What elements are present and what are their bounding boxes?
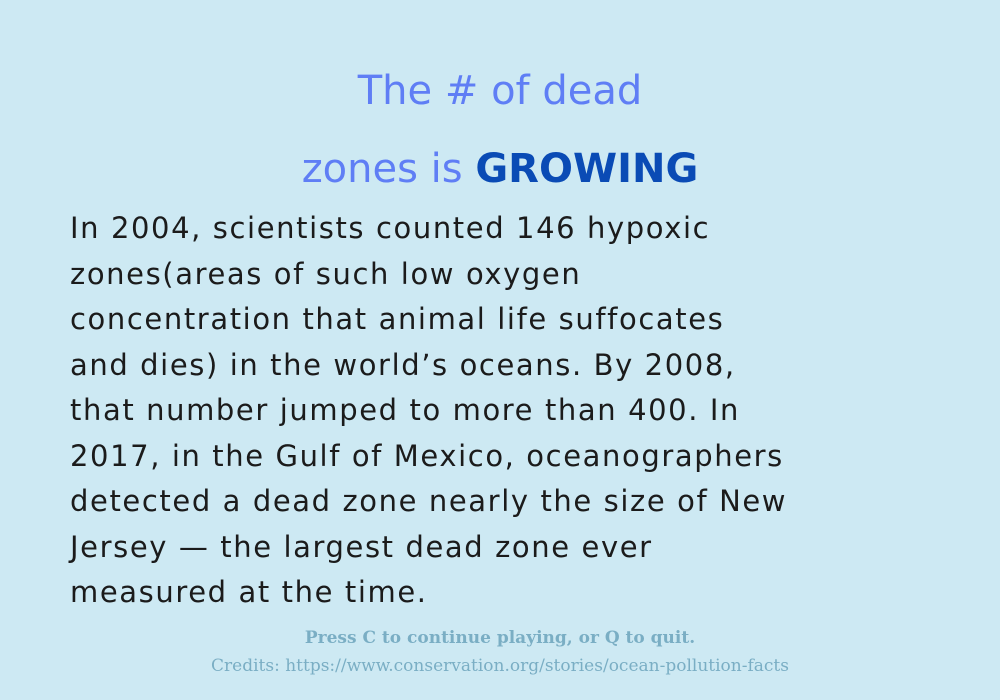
fact-paragraph: In 2004, scientists counted 146 hypoxic … (70, 206, 950, 616)
fact-line: measured at the time. (70, 575, 428, 609)
fact-line: and dies) in the world’s oceans. By 2008… (70, 347, 736, 382)
fact-line: 2017, in the Gulf of Mexico, oceanograph… (70, 438, 784, 473)
title-line-2: zones is GROWING (0, 130, 1000, 208)
fact-line: detected a dead zone nearly the size of … (70, 484, 788, 518)
title-line-2-plain: zones is (301, 146, 463, 192)
fact-line: Jersey — the largest dead zone ever (70, 529, 653, 564)
fact-line: zones(areas of such low oxygen (70, 256, 582, 291)
title-emphasis: GROWING (475, 146, 699, 192)
continue-instruction: Press C to continue playing, or Q to qui… (304, 628, 696, 648)
credits-text: Credits: https://www.conservation.org/st… (211, 656, 789, 676)
fact-line: concentration that animal life suffocate… (70, 302, 725, 336)
title-line-1: The # of dead (357, 68, 643, 114)
fact-line: that number jumped to more than 400. In (70, 393, 740, 427)
fact-line: In 2004, scientists counted 146 hypoxic (70, 211, 711, 245)
slide-title: The # of dead zones is GROWING (0, 52, 1000, 208)
